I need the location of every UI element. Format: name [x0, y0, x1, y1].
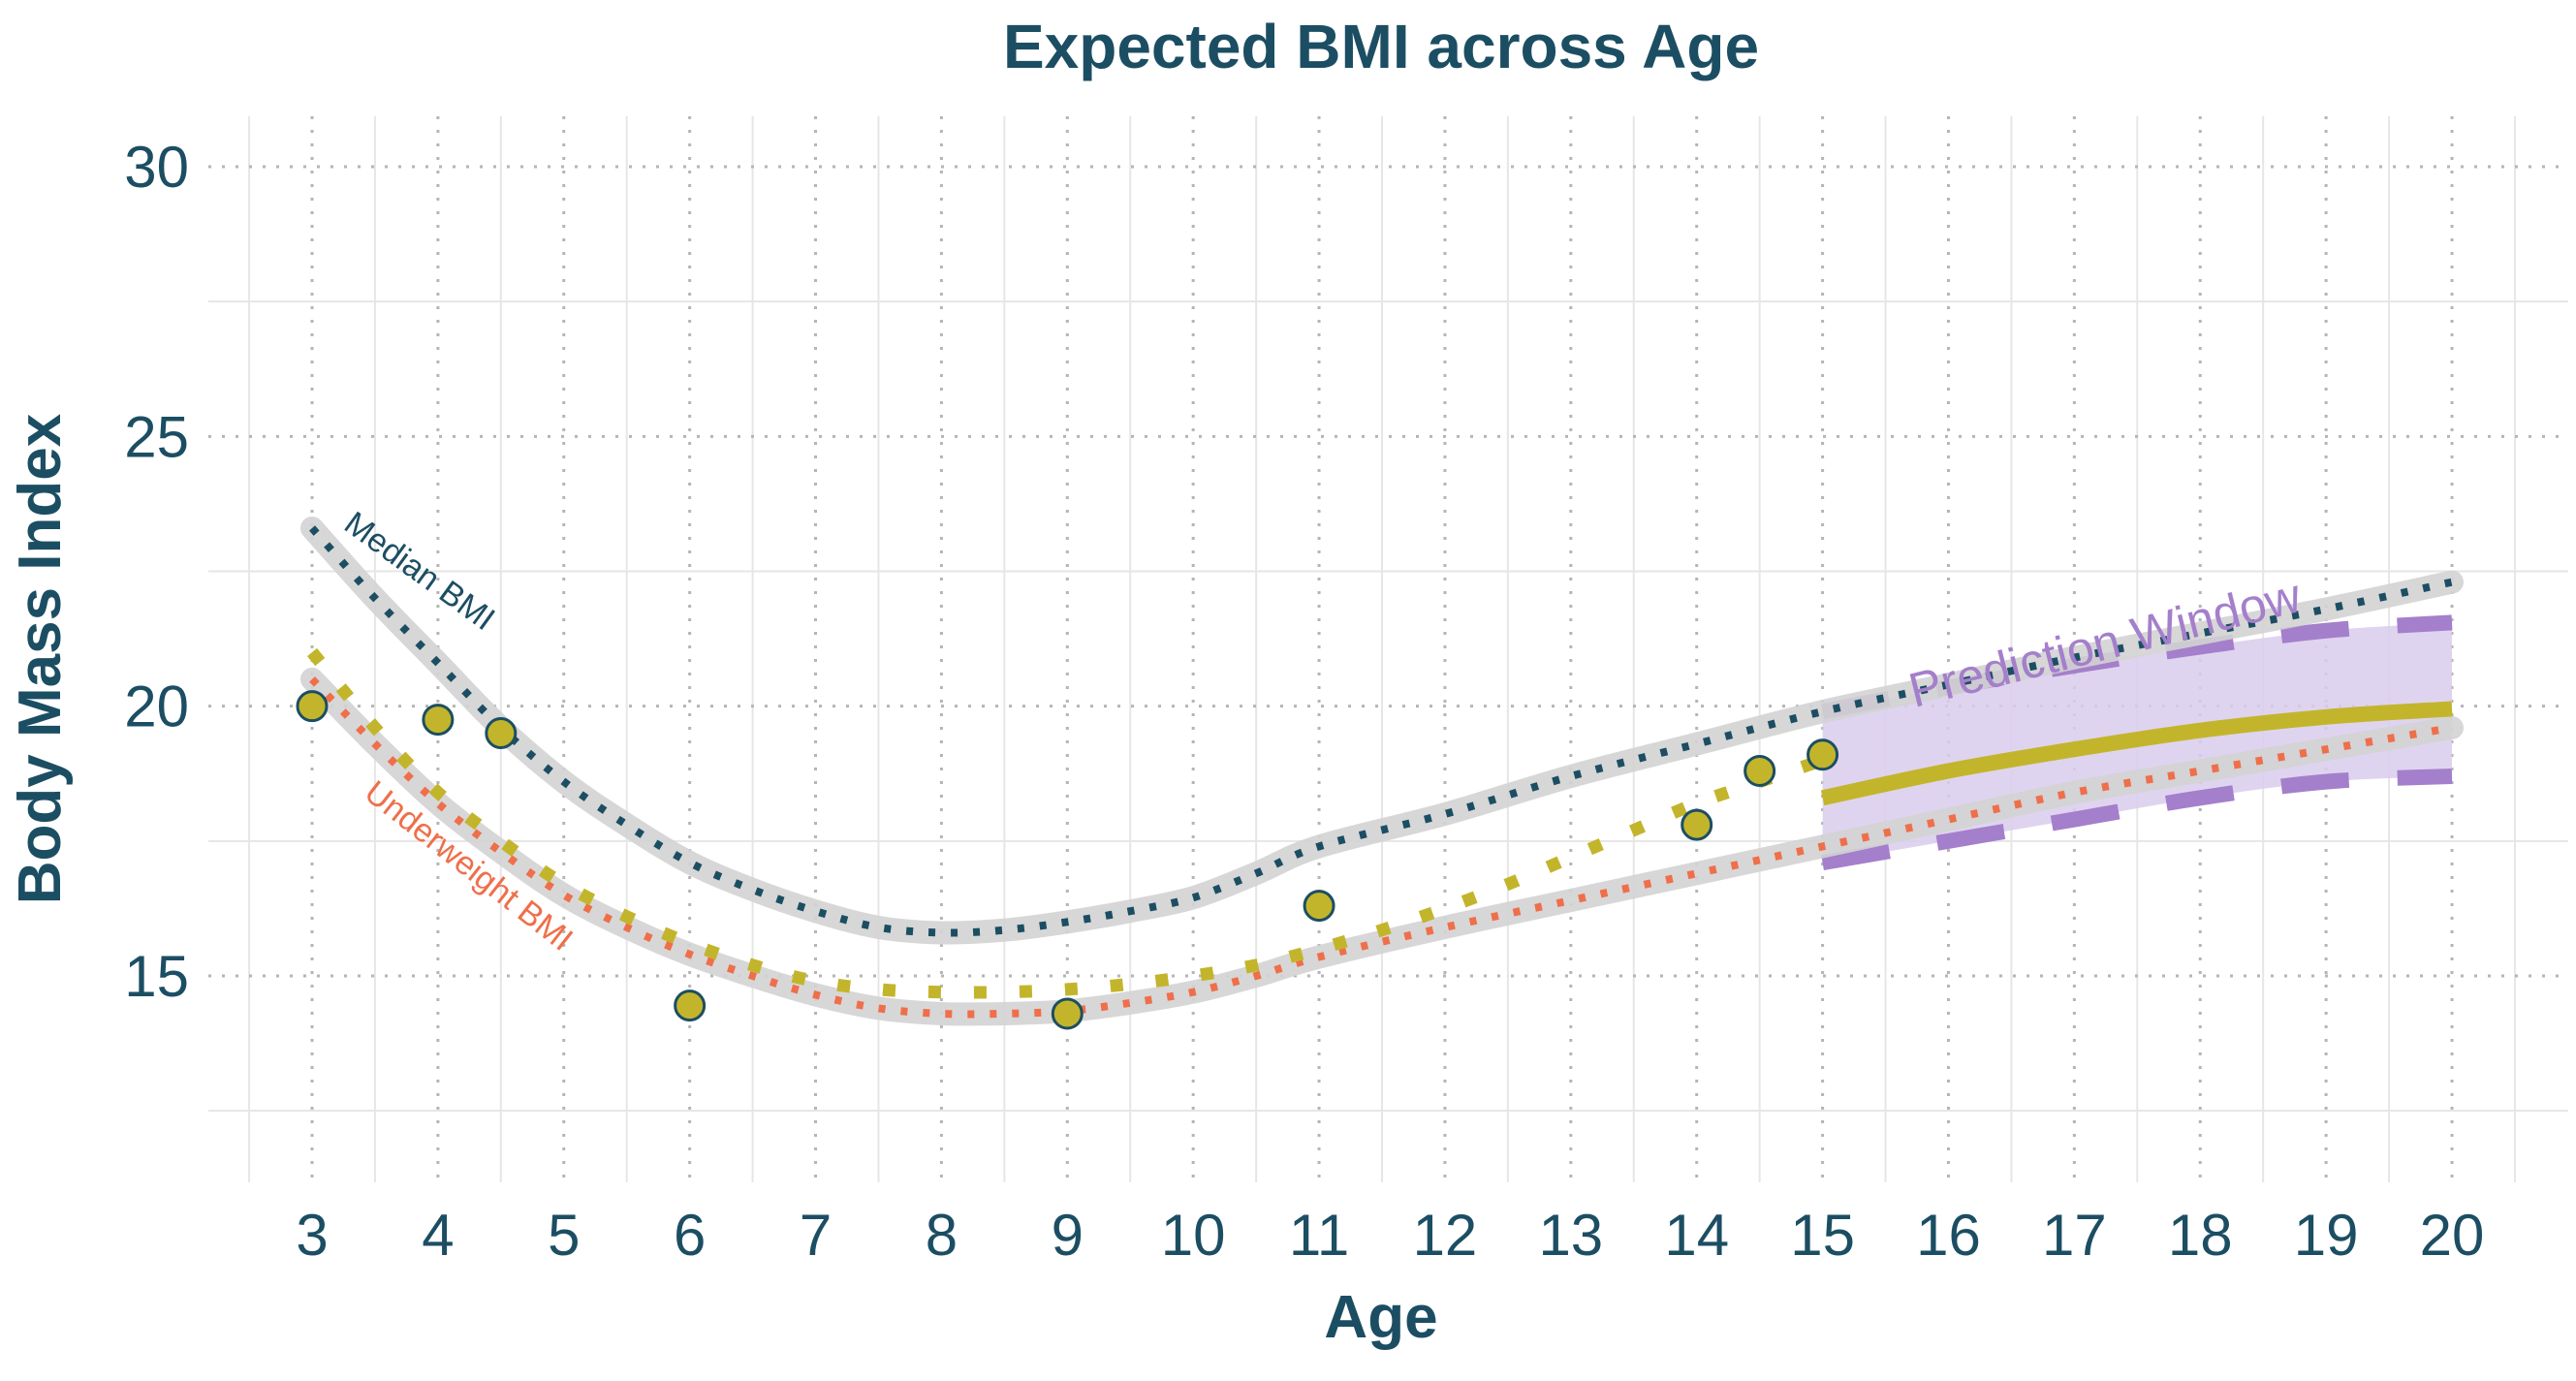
x-tick-label: 6	[674, 1203, 706, 1268]
y-tick-label: 20	[124, 675, 189, 739]
x-tick-label: 7	[800, 1203, 832, 1268]
x-tick-label: 12	[1413, 1203, 1478, 1268]
x-tick-label: 13	[1538, 1203, 1603, 1268]
x-tick-label: 9	[1052, 1203, 1084, 1268]
x-tick-label: 20	[2420, 1203, 2485, 1268]
underweight-bmi-line	[309, 676, 2453, 1019]
y-tick-label: 25	[124, 404, 189, 469]
observation-point	[1806, 738, 1839, 771]
prediction-band-upper	[1821, 614, 2453, 720]
observation-points	[296, 690, 1839, 1030]
x-tick-label: 15	[1790, 1203, 1855, 1268]
x-tick-label: 16	[1916, 1203, 1981, 1268]
observation-point	[422, 704, 455, 737]
grid	[208, 116, 2568, 1182]
x-tick-label: 14	[1664, 1203, 1729, 1268]
prediction-band-lower	[1821, 769, 2453, 870]
x-tick-label: 4	[422, 1203, 454, 1268]
observation-point	[1303, 890, 1335, 923]
observation-point	[674, 989, 707, 1022]
x-tick-label: 10	[1161, 1203, 1226, 1268]
observation-point	[1051, 997, 1084, 1030]
x-axis-title: Age	[1324, 1284, 1437, 1351]
fitted-trend-line	[307, 647, 1825, 999]
y-axis-title: Body Mass Index	[7, 413, 74, 904]
median-bmi-line	[309, 525, 2453, 937]
chart-title: Expected BMI across Age	[1003, 12, 1759, 81]
x-tick-label: 5	[548, 1203, 580, 1268]
x-tick-label: 3	[296, 1203, 328, 1268]
predicted-trend-line	[1820, 701, 2453, 806]
observation-point	[1681, 808, 1713, 841]
observation-point	[296, 690, 329, 723]
observation-point	[485, 717, 518, 749]
x-tick-label: 8	[926, 1203, 958, 1268]
x-tick-label: 17	[2042, 1203, 2107, 1268]
x-tick-label: 11	[1289, 1203, 1349, 1268]
y-tick-label: 30	[124, 135, 189, 200]
x-tick-label: 19	[2294, 1203, 2359, 1268]
observation-point	[1744, 754, 1776, 787]
x-tick-label: 18	[2168, 1203, 2233, 1268]
tick-labels: 3 4 5 6 7 8 9 10 11 12 13 14 15 16 17 18 19 20 15 20 25 30	[124, 135, 2484, 1268]
y-tick-label: 15	[124, 944, 189, 1009]
series-lines	[300, 516, 2464, 1026]
